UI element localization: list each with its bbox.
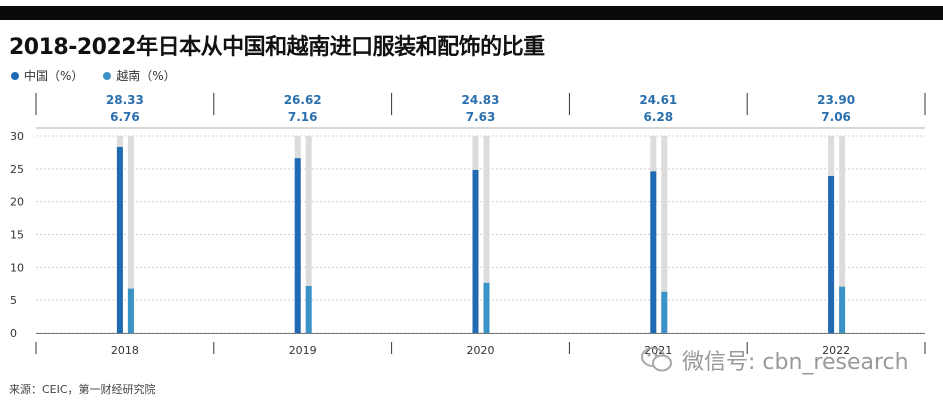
data-label-vietnam: 6.76	[110, 110, 140, 124]
x-tick-label: 2019	[289, 344, 317, 357]
y-tick-label: 30	[10, 130, 24, 143]
chart-title: 2018-2022年日本从中国和越南进口服装和配饰的比重	[9, 35, 545, 60]
y-tick-label: 5	[10, 294, 17, 307]
legend-label-vietnam: 越南（%）	[116, 69, 176, 83]
bar-track-vietnam	[127, 136, 134, 333]
bar-vietnam	[839, 286, 846, 333]
y-tick-label: 25	[10, 163, 24, 176]
x-tick-label: 2018	[111, 344, 139, 357]
wechat-icon	[641, 347, 672, 372]
legend-label-china: 中国（%）	[24, 69, 84, 83]
bar-china	[650, 171, 657, 333]
y-tick-label: 10	[10, 261, 24, 274]
bar-china	[472, 169, 479, 333]
legend: 中国（%） 越南（%）	[11, 67, 192, 84]
bar-vietnam	[127, 288, 134, 333]
bar-track-vietnam	[305, 136, 312, 333]
header-bar	[0, 6, 943, 20]
bar-track-vietnam	[839, 136, 846, 333]
x-tick-label: 2020	[467, 344, 495, 357]
y-tick-label: 0	[10, 327, 17, 340]
data-label-vietnam: 6.28	[643, 110, 673, 124]
bar-vietnam	[661, 291, 668, 333]
bar-track-vietnam	[483, 136, 490, 333]
bar-track-vietnam	[661, 136, 668, 333]
legend-swatch-china	[11, 71, 19, 80]
data-label-vietnam: 7.63	[466, 110, 496, 124]
source-note: 来源：CEIC，第一财经研究院	[9, 383, 156, 396]
bar-china	[828, 176, 835, 333]
y-tick-label: 20	[10, 196, 24, 209]
legend-item-vietnam: 越南（%）	[103, 67, 176, 84]
data-label-china: 24.61	[639, 93, 677, 107]
legend-item-china: 中国（%）	[11, 67, 83, 84]
bar-vietnam	[483, 282, 490, 333]
data-label-vietnam: 7.06	[821, 110, 851, 124]
data-label-china: 23.90	[817, 93, 855, 107]
data-label-china: 24.83	[462, 93, 500, 107]
data-label-china: 28.33	[106, 93, 144, 107]
legend-swatch-vietnam	[103, 71, 112, 80]
bar-china	[294, 158, 301, 333]
watermark-text: 微信号: cbn_research	[682, 350, 909, 375]
y-tick-label: 15	[10, 229, 24, 242]
data-label-china: 26.62	[284, 93, 322, 107]
bar-vietnam	[305, 285, 312, 333]
watermark: 微信号: cbn_research	[640, 343, 909, 377]
bar-china	[116, 146, 123, 333]
data-label-vietnam: 7.16	[288, 110, 318, 124]
x-tick-label: 2022	[822, 344, 850, 357]
